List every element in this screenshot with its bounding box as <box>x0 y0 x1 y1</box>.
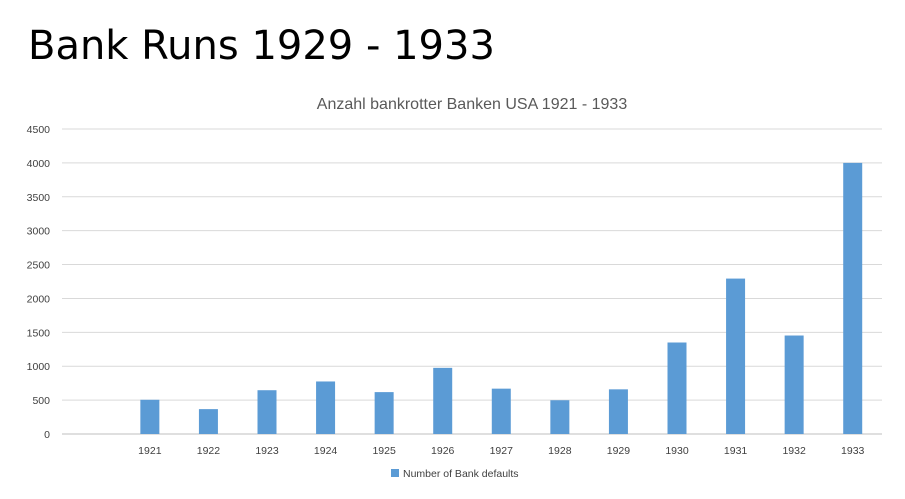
x-tick-label: 1932 <box>782 445 806 457</box>
bar-1921 <box>140 399 160 434</box>
bars <box>140 162 863 434</box>
y-tick-label: 1500 <box>27 327 51 339</box>
gridlines <box>62 128 882 435</box>
bar-1928 <box>550 400 570 434</box>
y-tick-label: 500 <box>32 395 50 407</box>
y-tick-label: 4000 <box>27 158 51 170</box>
y-tick-label: 3500 <box>27 192 51 204</box>
x-tick-label: 1924 <box>314 445 338 457</box>
bar-1923 <box>257 390 277 434</box>
bar-1933 <box>843 162 863 434</box>
y-tick-label: 2500 <box>27 260 51 272</box>
chart-title: Anzahl bankrotter Banken USA 1921 - 1933 <box>317 96 628 113</box>
x-tick-label: 1927 <box>490 445 514 457</box>
x-tick-label: 1933 <box>841 445 865 457</box>
slide-title: Bank Runs 1929 - 1933 <box>28 23 495 69</box>
y-tick-label: 3000 <box>27 226 51 238</box>
bar-1924 <box>316 381 336 434</box>
x-tick-label: 1926 <box>431 445 455 457</box>
legend-swatch <box>391 469 399 477</box>
bar-1926 <box>433 367 453 434</box>
y-axis-labels: 0 500 1000 1500 2000 2500 3000 3500 4000 4500 <box>27 124 51 441</box>
bar-1925 <box>374 392 394 434</box>
bar-1922 <box>198 409 218 434</box>
x-tick-label: 1922 <box>197 445 221 457</box>
x-tick-label: 1929 <box>607 445 631 457</box>
legend: Number of Bank defaults <box>391 468 519 480</box>
x-tick-label: 1923 <box>255 445 279 457</box>
y-tick-label: 0 <box>44 429 50 441</box>
bar-1929 <box>608 389 628 434</box>
y-tick-label: 1000 <box>27 361 51 373</box>
x-tick-label: 1931 <box>724 445 748 457</box>
bar-1931 <box>726 278 746 434</box>
bar-1927 <box>491 388 511 434</box>
bar-1932 <box>784 335 804 434</box>
legend-label: Number of Bank defaults <box>403 468 519 480</box>
x-tick-label: 1925 <box>372 445 396 457</box>
y-tick-label: 2000 <box>27 293 51 305</box>
x-tick-label: 1921 <box>138 445 162 457</box>
bar-1930 <box>667 342 687 434</box>
x-axis-labels: 1921 1922 1923 1924 1925 1926 1927 1928 1929 1930… <box>138 445 864 457</box>
y-tick-label: 4500 <box>27 124 51 136</box>
x-tick-label: 1928 <box>548 445 572 457</box>
x-tick-label: 1930 <box>665 445 689 457</box>
